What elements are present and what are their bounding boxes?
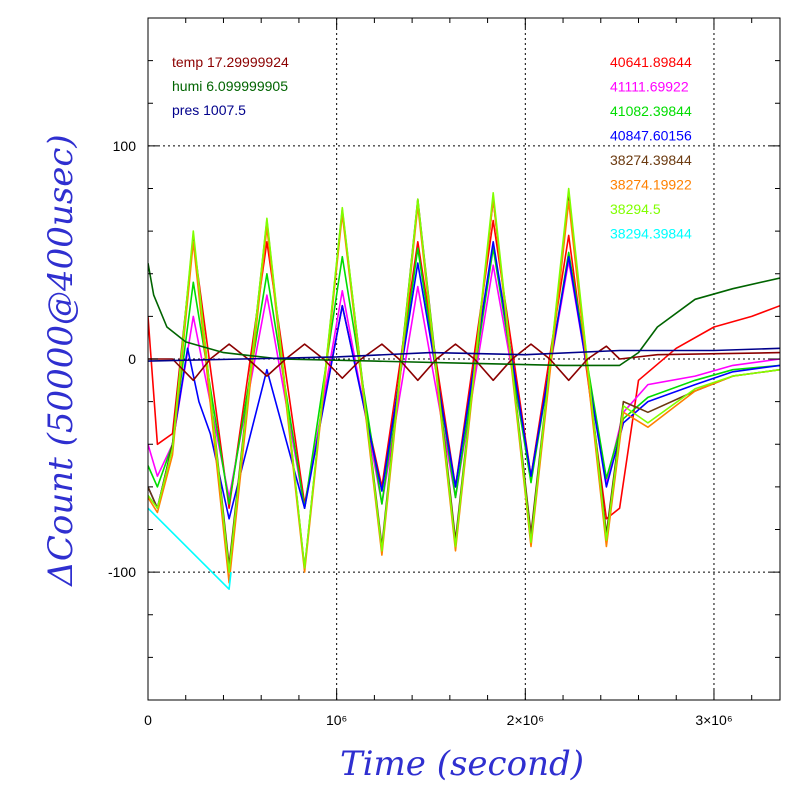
annotation-right: 38294.39844: [610, 226, 692, 242]
series-line-1: [148, 260, 780, 510]
annotation-left: pres 1007.5: [172, 102, 246, 118]
series-line-7: [148, 507, 232, 591]
annotation-right: 40641.89844: [610, 54, 692, 70]
series-line-4: [148, 196, 780, 569]
x-tick-label: 3×10⁶: [695, 712, 732, 728]
axis-ticks: [147, 17, 780, 701]
x-tick-label: 0: [144, 712, 152, 728]
annotation-right: 40847.60156: [610, 128, 692, 144]
tick-labels: 0 10⁶ 2×10⁶ 3×10⁶ 100 0 -100: [108, 138, 733, 728]
series-line-8: [148, 343, 780, 382]
y-tick-label: -100: [108, 564, 136, 580]
annotations-right: 40641.89844 41111.69922 41082.39844 40847.6…: [610, 54, 692, 242]
x-tick-label: 10⁶: [326, 712, 347, 728]
series-line-3: [148, 241, 780, 520]
x-axis-title: Time (second): [340, 744, 584, 784]
series-line-6: [148, 187, 780, 573]
x-tick-label: 2×10⁶: [507, 712, 544, 728]
annotation-right: 38274.19922: [610, 177, 692, 193]
annotation-left: temp 17.29999924: [172, 54, 289, 70]
series-line-5: [148, 198, 780, 584]
annotation-right: 41111.69922: [610, 79, 689, 95]
annotations-left: temp 17.29999924 humi 6.099999905 pres 100…: [172, 54, 289, 118]
annotation-right: 41082.39844: [610, 103, 692, 119]
annotation-left: humi 6.099999905: [172, 78, 288, 94]
y-axis-title: ΔCount (50000@400usec): [41, 134, 81, 587]
annotation-right: 38274.39844: [610, 152, 692, 168]
y-tick-label: 100: [113, 138, 137, 154]
series-line-9: [148, 262, 780, 367]
series-line-10: [148, 347, 780, 362]
annotation-right: 38294.5: [610, 201, 661, 217]
series-layer: [148, 187, 780, 591]
y-tick-label: 0: [128, 351, 136, 367]
